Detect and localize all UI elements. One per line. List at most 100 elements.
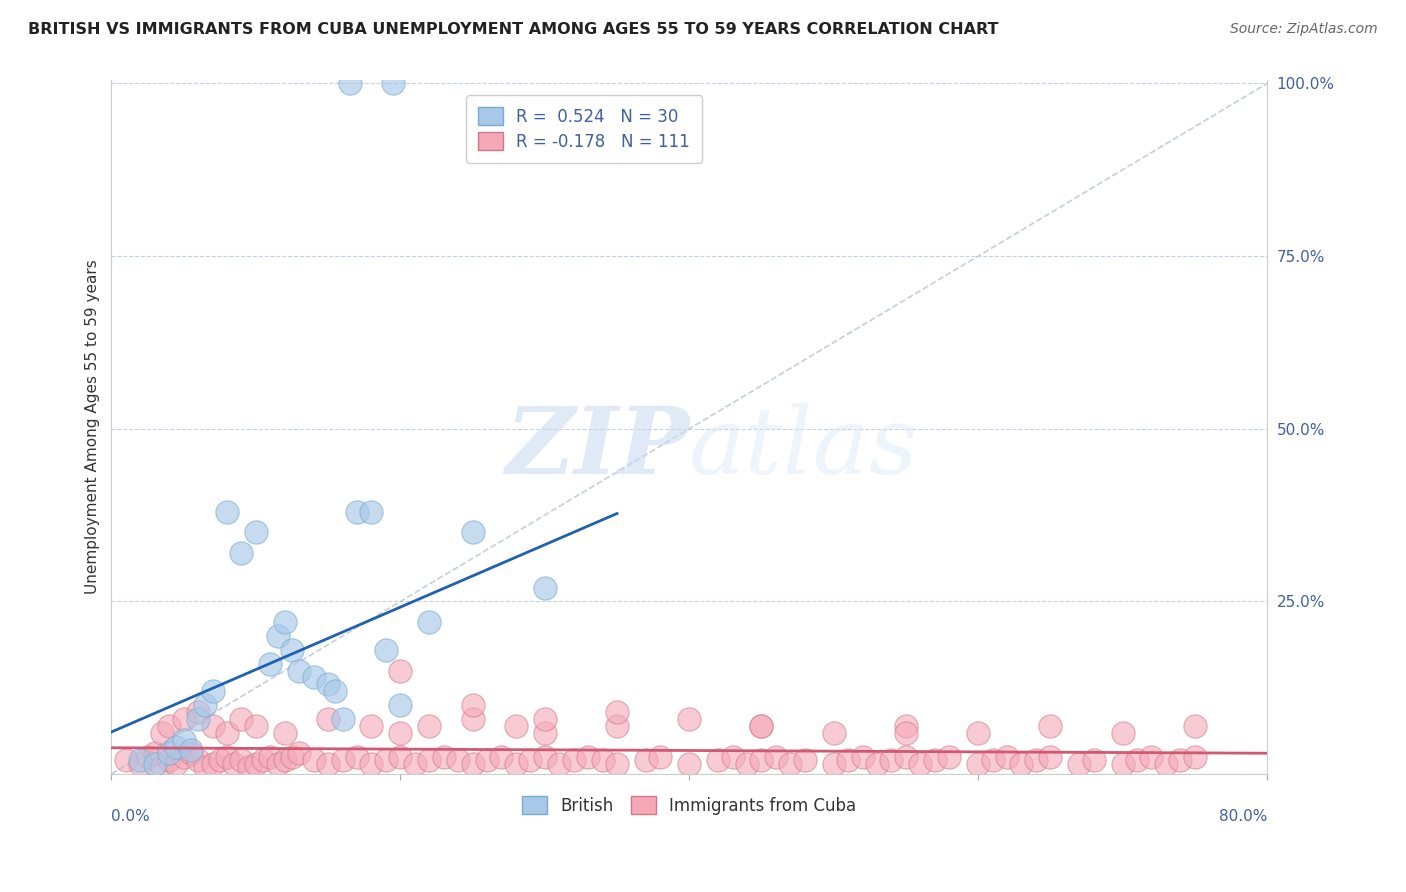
Point [274, 725, 297, 739]
Point [252, 753, 274, 767]
Point [215, 750, 238, 764]
Point [389, 725, 412, 739]
Point [259, 750, 281, 764]
Point [721, 750, 744, 764]
Point [1011, 756, 1033, 771]
Point [201, 756, 224, 771]
Point [823, 756, 845, 771]
Point [360, 719, 382, 733]
Point [1154, 756, 1177, 771]
Point [606, 719, 628, 733]
Point [866, 756, 889, 771]
Point [779, 756, 801, 771]
Point [880, 753, 903, 767]
Point [180, 743, 202, 757]
Point [346, 750, 368, 764]
Point [461, 756, 484, 771]
Point [765, 750, 787, 764]
Point [129, 756, 152, 771]
Point [1069, 756, 1091, 771]
Point [266, 756, 288, 771]
Point [1170, 753, 1192, 767]
Point [316, 677, 339, 691]
Point [533, 725, 555, 739]
Point [447, 753, 470, 767]
Point [995, 750, 1018, 764]
Point [157, 747, 180, 761]
Point [346, 505, 368, 519]
Point [339, 77, 361, 91]
Point [735, 756, 758, 771]
Point [143, 756, 166, 771]
Point [894, 719, 917, 733]
Point [751, 753, 773, 767]
Point [823, 725, 845, 739]
Point [238, 760, 260, 774]
Point [533, 581, 555, 595]
Text: BRITISH VS IMMIGRANTS FROM CUBA UNEMPLOYMENT AMONG AGES 55 TO 59 YEARS CORRELATI: BRITISH VS IMMIGRANTS FROM CUBA UNEMPLOY… [28, 22, 998, 37]
Point [389, 698, 412, 712]
Point [505, 756, 527, 771]
Point [981, 753, 1004, 767]
Point [165, 756, 187, 771]
Point [374, 753, 396, 767]
Point [173, 732, 195, 747]
Text: 80.0%: 80.0% [1219, 809, 1267, 824]
Point [360, 505, 382, 519]
Point [793, 753, 815, 767]
Point [967, 725, 990, 739]
Point [910, 756, 932, 771]
Point [707, 753, 730, 767]
Point [894, 725, 917, 739]
Point [136, 750, 159, 764]
Point [187, 705, 209, 719]
Point [245, 719, 267, 733]
Point [418, 719, 440, 733]
Point [548, 756, 571, 771]
Point [143, 747, 166, 761]
Point [1039, 719, 1062, 733]
Point [173, 750, 195, 764]
Point [475, 753, 498, 767]
Point [187, 753, 209, 767]
Point [245, 525, 267, 540]
Point [201, 684, 224, 698]
Point [491, 750, 513, 764]
Point [967, 756, 990, 771]
Point [1111, 725, 1133, 739]
Legend: British, Immigrants from Cuba: British, Immigrants from Cuba [516, 789, 863, 822]
Point [461, 712, 484, 726]
Point [231, 753, 253, 767]
Point [562, 753, 585, 767]
Point [180, 747, 202, 761]
Point [157, 719, 180, 733]
Point [533, 750, 555, 764]
Point [576, 750, 599, 764]
Point [678, 756, 700, 771]
Point [606, 705, 628, 719]
Point [1140, 750, 1163, 764]
Text: 0.0%: 0.0% [111, 809, 150, 824]
Point [924, 753, 946, 767]
Point [332, 712, 354, 726]
Point [165, 739, 187, 754]
Point [519, 753, 541, 767]
Point [215, 505, 238, 519]
Point [1083, 753, 1105, 767]
Point [382, 77, 405, 91]
Y-axis label: Unemployment Among Ages 55 to 59 years: Unemployment Among Ages 55 to 59 years [86, 260, 100, 594]
Point [1039, 750, 1062, 764]
Point [1111, 756, 1133, 771]
Point [938, 750, 960, 764]
Point [201, 719, 224, 733]
Point [281, 642, 304, 657]
Point [194, 698, 217, 712]
Point [418, 753, 440, 767]
Point [461, 525, 484, 540]
Point [274, 615, 297, 630]
Point [231, 712, 253, 726]
Point [1184, 750, 1206, 764]
Point [288, 747, 311, 761]
Point [215, 725, 238, 739]
Point [316, 756, 339, 771]
